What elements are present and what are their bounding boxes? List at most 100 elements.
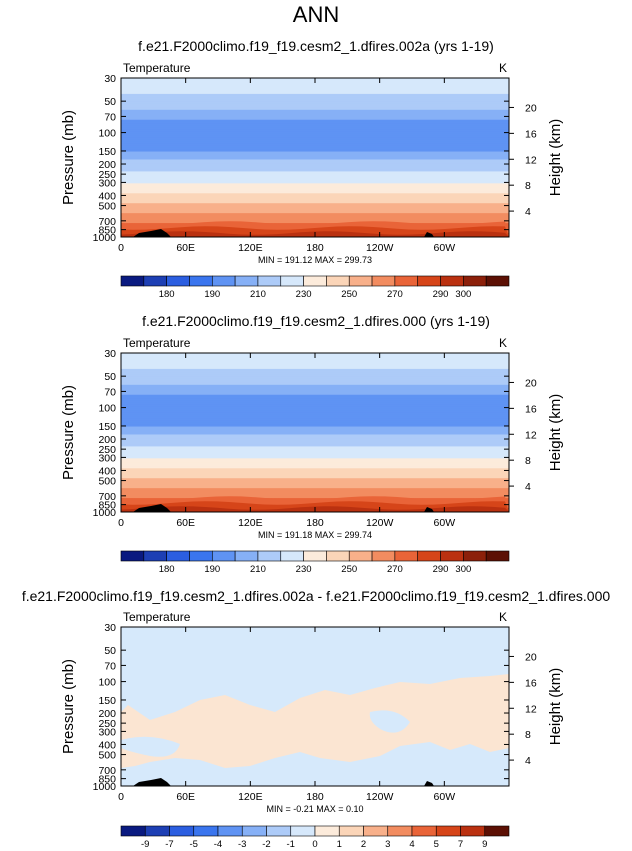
panel-2-band bbox=[121, 490, 509, 493]
panel-2-y-tick-label: 1000 bbox=[93, 507, 117, 519]
panel-1-band bbox=[121, 81, 509, 85]
panel-2-band bbox=[121, 406, 509, 410]
panel-2-colorbar-swatch bbox=[394, 550, 419, 562]
panel-2-colorbar-swatch bbox=[166, 550, 190, 562]
panel-2-band bbox=[121, 454, 509, 457]
panel-1-band bbox=[121, 149, 509, 153]
panel-2-colorbar-label: 190 bbox=[204, 564, 220, 575]
panel-2-band bbox=[121, 470, 509, 473]
panel-1-colorbar-swatch bbox=[120, 275, 145, 287]
panel-1-band bbox=[121, 109, 509, 113]
panel-2-band bbox=[121, 358, 509, 362]
panel-3-colorbar-label: 7 bbox=[458, 839, 463, 850]
panel-1-band bbox=[121, 125, 509, 129]
panel-3-x-tick-label: 180 bbox=[306, 791, 324, 803]
panel-2-band bbox=[121, 448, 509, 451]
panel-1-colorbar-label: 250 bbox=[341, 289, 357, 300]
panel-3-variable-label: Temperature bbox=[123, 610, 191, 624]
panel-1-y-tick-label: 30 bbox=[104, 73, 116, 85]
panel-1-y-tick-label: 500 bbox=[98, 201, 116, 213]
panel-2-band bbox=[121, 418, 509, 422]
panel-1-title: f.e21.F2000climo.f19_f19.cesm2_1.dfires.… bbox=[138, 38, 494, 54]
panel-2-colorbar-swatch bbox=[326, 550, 350, 562]
panel-3-colorbar-label: -1 bbox=[287, 839, 295, 850]
panel-1-x-tick-label: 60W bbox=[434, 242, 456, 254]
panel-1-x-tick-label: 0 bbox=[118, 242, 124, 254]
panel-1-colorbar-label: 210 bbox=[250, 289, 266, 300]
panel-2-band bbox=[121, 462, 509, 465]
panel-2-units-label: K bbox=[499, 336, 507, 350]
panel-2-band bbox=[121, 442, 509, 446]
panel-2-colorbar-swatch bbox=[234, 550, 259, 562]
panel-3-y-tick-label: 70 bbox=[104, 660, 116, 672]
panel-1-x-tick-label: 120E bbox=[238, 242, 263, 254]
panel-2-band bbox=[121, 356, 509, 360]
panel-2-terrain-andes bbox=[424, 507, 434, 512]
panel-2-band bbox=[121, 366, 509, 370]
panel-2-band bbox=[121, 460, 509, 463]
panel-2-band bbox=[121, 410, 509, 414]
panel-3-y-right-axis-title: Height (km) bbox=[547, 668, 564, 746]
panel-2-colorbar-label: 300 bbox=[455, 564, 471, 575]
panel-3-colorbar-swatch bbox=[338, 825, 364, 837]
panel-1-band bbox=[121, 201, 509, 204]
panel-2-band bbox=[121, 420, 509, 424]
panel-1-y-tick-label: 200 bbox=[98, 159, 116, 171]
panel-2-band bbox=[121, 432, 509, 436]
panel-2-band bbox=[121, 424, 509, 428]
panel-2-colorbar-swatch bbox=[440, 550, 464, 562]
panel-3-y-tick-label: 50 bbox=[104, 645, 116, 657]
panel-2-band bbox=[121, 496, 509, 499]
panel-2-band bbox=[121, 486, 509, 489]
panel-1-height-tick-label: 4 bbox=[525, 206, 531, 218]
panel-3-colorbar-swatch bbox=[435, 825, 461, 837]
panel-2-x-tick-label: 180 bbox=[306, 517, 324, 529]
panel-3-title: f.e21.F2000climo.f19_f19.cesm2_1.dfires.… bbox=[21, 588, 611, 604]
panel-1-band bbox=[121, 161, 509, 165]
panel-2-band bbox=[121, 438, 509, 442]
panel-2-height-tick-label: 8 bbox=[525, 455, 531, 467]
panel-2-band bbox=[121, 382, 509, 386]
panel-1-band bbox=[121, 151, 509, 155]
panel-2-field bbox=[121, 353, 509, 512]
panel-2-band bbox=[121, 444, 509, 448]
panel-2-title: f.e21.F2000climo.f19_f19.cesm2_1.dfires.… bbox=[142, 313, 490, 329]
panel-1-band bbox=[121, 139, 509, 143]
panel-1-height-tick-label: 8 bbox=[525, 180, 531, 192]
panel-1-band bbox=[121, 89, 509, 93]
panel-2-x-tick-label: 120W bbox=[366, 517, 394, 529]
panel-2-colorbar-swatch bbox=[417, 550, 441, 562]
panel-1-colorbar-swatch bbox=[485, 275, 510, 287]
panel-2-x-tick-label: 0 bbox=[118, 517, 124, 529]
panel-2-colorbar-label: 270 bbox=[387, 564, 403, 575]
panel-3-x-tick-label: 120E bbox=[238, 791, 263, 803]
panel-3-colorbar-label: 5 bbox=[434, 839, 439, 850]
panel-1-band bbox=[121, 189, 509, 192]
panel-1-band bbox=[121, 179, 509, 182]
panel-1-colorbar-swatch bbox=[463, 275, 487, 287]
panel-2-colorbar-swatch bbox=[280, 550, 304, 562]
panel-3-colorbar-swatch bbox=[484, 825, 510, 837]
panel-1-y-axis-title: Pressure (mb) bbox=[60, 110, 77, 205]
panel-1-band bbox=[121, 83, 509, 87]
panel-2-height-tick-label: 20 bbox=[525, 377, 537, 389]
panel-2-plot bbox=[120, 352, 514, 562]
panel-1-band bbox=[121, 185, 509, 188]
panel-1-band bbox=[121, 105, 509, 109]
panel-1-band bbox=[121, 213, 509, 216]
panel-1-y-tick-label: 1000 bbox=[93, 232, 117, 244]
panel-3-y-tick-label: 250 bbox=[98, 718, 116, 730]
panel-2-colorbar-label: 250 bbox=[341, 564, 357, 575]
panel-3-terrain-andes bbox=[424, 781, 434, 786]
panel-2-colorbar-swatch bbox=[348, 550, 373, 562]
panel-2-colorbar-swatch bbox=[303, 550, 327, 562]
panel-1-band bbox=[121, 127, 509, 131]
panel-1-colorbar-label: 180 bbox=[159, 289, 175, 300]
panel-2-band bbox=[121, 492, 509, 495]
panel-1-colorbar-swatch bbox=[440, 275, 464, 287]
panel-1-height-tick-label: 16 bbox=[525, 128, 537, 140]
panel-3-plot bbox=[120, 626, 514, 837]
panel-1-terrain-andes bbox=[424, 232, 434, 237]
panel-1-colorbar-swatch bbox=[303, 275, 327, 287]
panel-1-colorbar-swatch bbox=[234, 275, 259, 287]
